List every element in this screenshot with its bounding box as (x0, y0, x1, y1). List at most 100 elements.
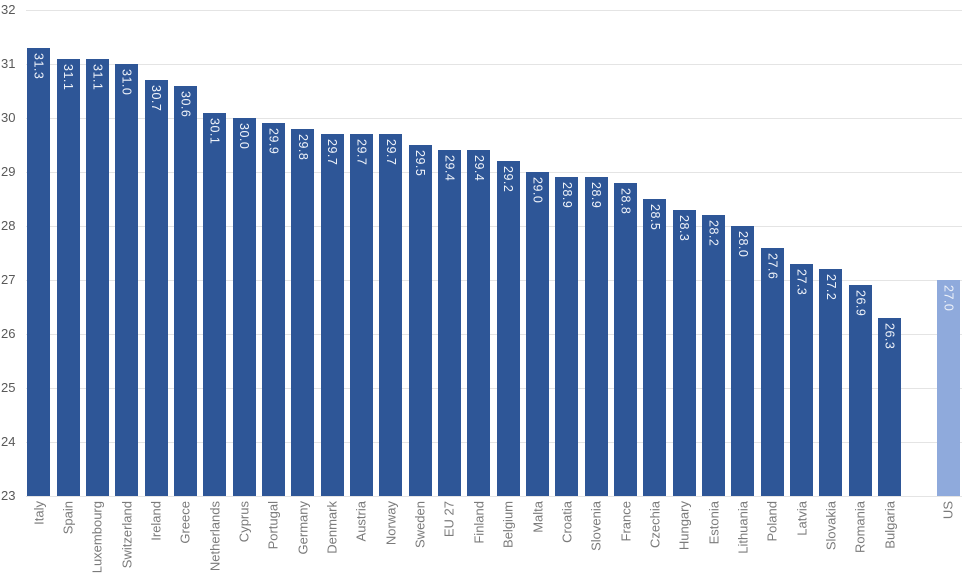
bar-value-label: 27.2 (823, 274, 838, 301)
bar-value-label: 29.8 (295, 133, 310, 161)
bar-slot: 31.0 (112, 0, 141, 496)
bar-slot: 30.1 (200, 0, 229, 496)
bar-value-label: 31.3 (31, 52, 46, 80)
bar-poland: 27.6 (760, 247, 784, 496)
y-axis-tick-label: 25 (1, 380, 16, 395)
x-axis-label: Austria (353, 501, 369, 542)
bars-plot-area: 31.3 31.1 31.1 31.0 30.7 30.6 30.1 30.0 29.9 29.8… (24, 0, 963, 496)
bar-slot: 29.7 (317, 0, 346, 496)
bar-sweden: 29.5 (408, 145, 432, 496)
x-label-slot: Hungary (670, 499, 699, 579)
x-label-slot: Greece (171, 499, 200, 579)
gridline (26, 280, 962, 281)
x-label-slot: Denmark (317, 499, 346, 579)
bar-slot: 29.0 (523, 0, 552, 496)
bar-portugal: 29.9 (261, 123, 285, 496)
gridline (26, 496, 962, 497)
bar-czechia: 28.5 (643, 199, 667, 496)
bar-slot: 31.1 (83, 0, 112, 496)
x-axis-label: Hungary (676, 501, 692, 551)
bar-ireland: 30.7 (144, 80, 168, 496)
x-axis-label: Estonia (706, 501, 722, 545)
x-axis-label: Finland (471, 501, 487, 544)
x-label-slot: Czechia (640, 499, 669, 579)
x-axis-label: Bulgaria (882, 501, 898, 549)
x-axis-label: Czechia (647, 501, 663, 548)
bar-value-label: 29.7 (383, 139, 398, 166)
bar-norway: 29.7 (379, 134, 403, 496)
x-label-slot: Romania (846, 499, 875, 579)
x-axis-label: Malta (530, 501, 546, 533)
bar-romania: 26.9 (848, 285, 872, 496)
x-axis-label: Netherlands (207, 501, 223, 572)
x-axis-label: US (940, 501, 956, 520)
bar-value-label: 27.6 (765, 252, 780, 279)
gridline (26, 442, 962, 443)
bar-bulgaria: 26.3 (878, 317, 902, 496)
x-label-slot: Finland (464, 499, 493, 579)
x-label-slot-spacer (904, 499, 933, 579)
bar-value-label: 29.2 (501, 166, 516, 193)
bar-netherlands: 30.1 (203, 112, 227, 496)
x-axis-label: Germany (295, 501, 311, 555)
bar-slot: 29.4 (464, 0, 493, 496)
x-axis-label: France (618, 501, 634, 542)
bar-slovenia: 28.9 (584, 177, 608, 496)
bar-value-label: 30.0 (237, 123, 252, 150)
bar-slot: 29.8 (288, 0, 317, 496)
bar-slot: 29.7 (347, 0, 376, 496)
x-axis-label: Slovakia (823, 501, 839, 551)
bar-slot: 30.0 (229, 0, 258, 496)
bar-value-label: 28.2 (706, 220, 721, 247)
bar-value-label: 30.6 (178, 90, 193, 117)
bar-slot: 28.8 (611, 0, 640, 496)
bar-slot: 29.7 (376, 0, 405, 496)
x-label-slot: Cyprus (229, 499, 258, 579)
bar-value-label: 29.7 (354, 139, 369, 166)
bar-value-label: 29.9 (266, 128, 281, 155)
bar-value-label: 29.4 (471, 155, 486, 182)
bar-denmark: 29.7 (320, 134, 344, 496)
y-axis-tick-label: 29 (1, 164, 16, 179)
x-label-slot: Norway (376, 499, 405, 579)
x-label-slot: Sweden (405, 499, 434, 579)
x-axis-labels: Italy Spain Luxembourg Switzerland Ireland Gr… (24, 499, 963, 579)
x-label-slot: France (611, 499, 640, 579)
bar-value-label: 31.1 (61, 63, 76, 90)
bar-slot: 27.3 (787, 0, 816, 496)
bar-value-label: 31.1 (90, 63, 105, 90)
bar-slot: 27.2 (816, 0, 845, 496)
y-axis-tick-label: 24 (1, 434, 16, 449)
y-axis-tick-label: 27 (1, 272, 16, 287)
bar-lithuania: 28.0 (731, 226, 755, 496)
bar-slot: 26.9 (846, 0, 875, 496)
y-axis-tick-label: 26 (1, 326, 16, 341)
x-label-slot: Spain (53, 499, 82, 579)
x-label-slot: Bulgaria (875, 499, 904, 579)
x-label-slot: Ireland (141, 499, 170, 579)
x-label-slot: Switzerland (112, 499, 141, 579)
bar-value-label: 27.3 (794, 268, 809, 296)
bar-value-label: 29.7 (325, 139, 340, 166)
x-axis-label: Switzerland (119, 501, 135, 569)
bar-slot: 26.3 (875, 0, 904, 496)
bar-cyprus: 30.0 (232, 118, 256, 496)
bar-greece: 30.6 (173, 85, 197, 496)
bar-slot: 31.1 (53, 0, 82, 496)
bar-slot: 28.3 (670, 0, 699, 496)
x-axis-label: Greece (177, 501, 193, 544)
x-label-slot: Italy (24, 499, 53, 579)
x-axis-label: EU 27 (441, 501, 457, 538)
bar-slot: 28.2 (699, 0, 728, 496)
bar-austria: 29.7 (349, 134, 373, 496)
bar-slot: 28.0 (728, 0, 757, 496)
gridline (26, 226, 962, 227)
y-axis-tick-label: 31 (1, 56, 16, 71)
x-axis-label: Portugal (265, 501, 281, 550)
y-axis-tick-label: 23 (1, 488, 16, 503)
x-axis-label: Latvia (794, 501, 810, 536)
x-label-slot: Poland (758, 499, 787, 579)
y-axis-tick-label: 32 (1, 2, 16, 17)
x-label-slot: Belgium (494, 499, 523, 579)
